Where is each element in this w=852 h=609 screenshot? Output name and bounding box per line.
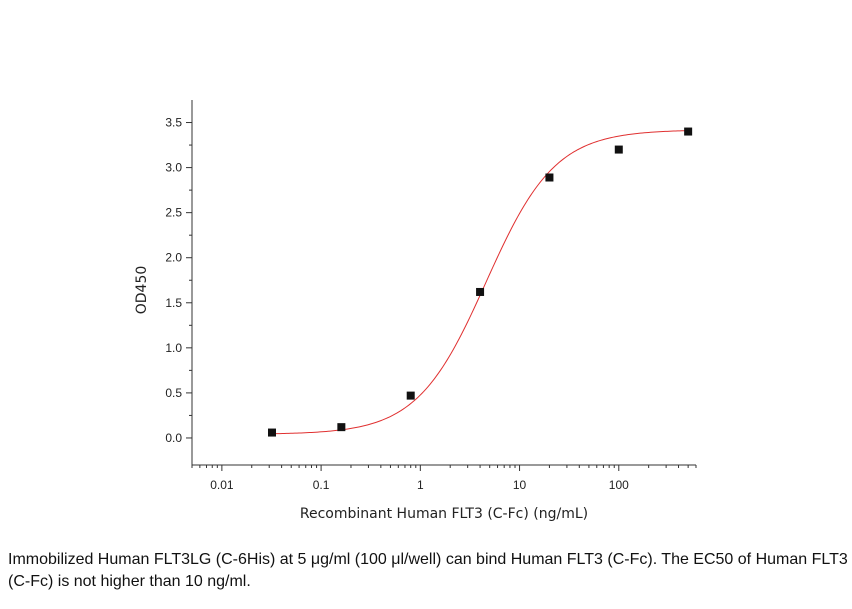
data-point — [406, 391, 415, 400]
y-tick-label: 1.0 — [165, 341, 182, 355]
x-tick-label: 100 — [609, 478, 629, 492]
y-tick-label: 3.0 — [165, 161, 182, 175]
x-axis: 0.01 0.1 1 10 100 — [191, 464, 697, 492]
y-tick-label: 2.5 — [165, 206, 182, 220]
data-point — [267, 428, 276, 437]
y-tick-label: 0.0 — [165, 431, 182, 445]
y-axis-title: OD450 — [134, 266, 150, 315]
data-point — [337, 423, 346, 432]
y-tick-label: 2.0 — [165, 251, 182, 265]
figure-caption: Immobilized Human FLT3LG (C-6His) at 5 μ… — [8, 551, 848, 590]
x-tick-label: 10 — [513, 478, 527, 492]
x-tick-label: 1 — [417, 478, 424, 492]
x-tick-label: 0.1 — [313, 478, 330, 492]
y-tick-label: 3.5 — [165, 116, 182, 130]
y-axis: 0.0 0.5 1.0 1.5 2.0 2.5 3.0 3.5 — [165, 100, 193, 465]
x-axis-title: Recombinant Human FLT3 (C-Fc) (ng/mL) — [300, 506, 588, 522]
ec50-binding-chart: 0.0 0.5 1.0 1.5 2.0 2.5 3.0 3.5 0.01 0.1 1 10 100 O… — [134, 100, 697, 522]
fit-curve — [271, 130, 689, 435]
data-point — [614, 145, 623, 154]
data-point — [476, 287, 485, 296]
y-tick-label: 0.5 — [165, 386, 182, 400]
data-point — [684, 127, 693, 136]
x-tick-label: 0.01 — [210, 478, 234, 492]
plot-area — [267, 127, 693, 437]
y-tick-label: 1.5 — [165, 296, 182, 310]
data-point — [545, 173, 554, 182]
